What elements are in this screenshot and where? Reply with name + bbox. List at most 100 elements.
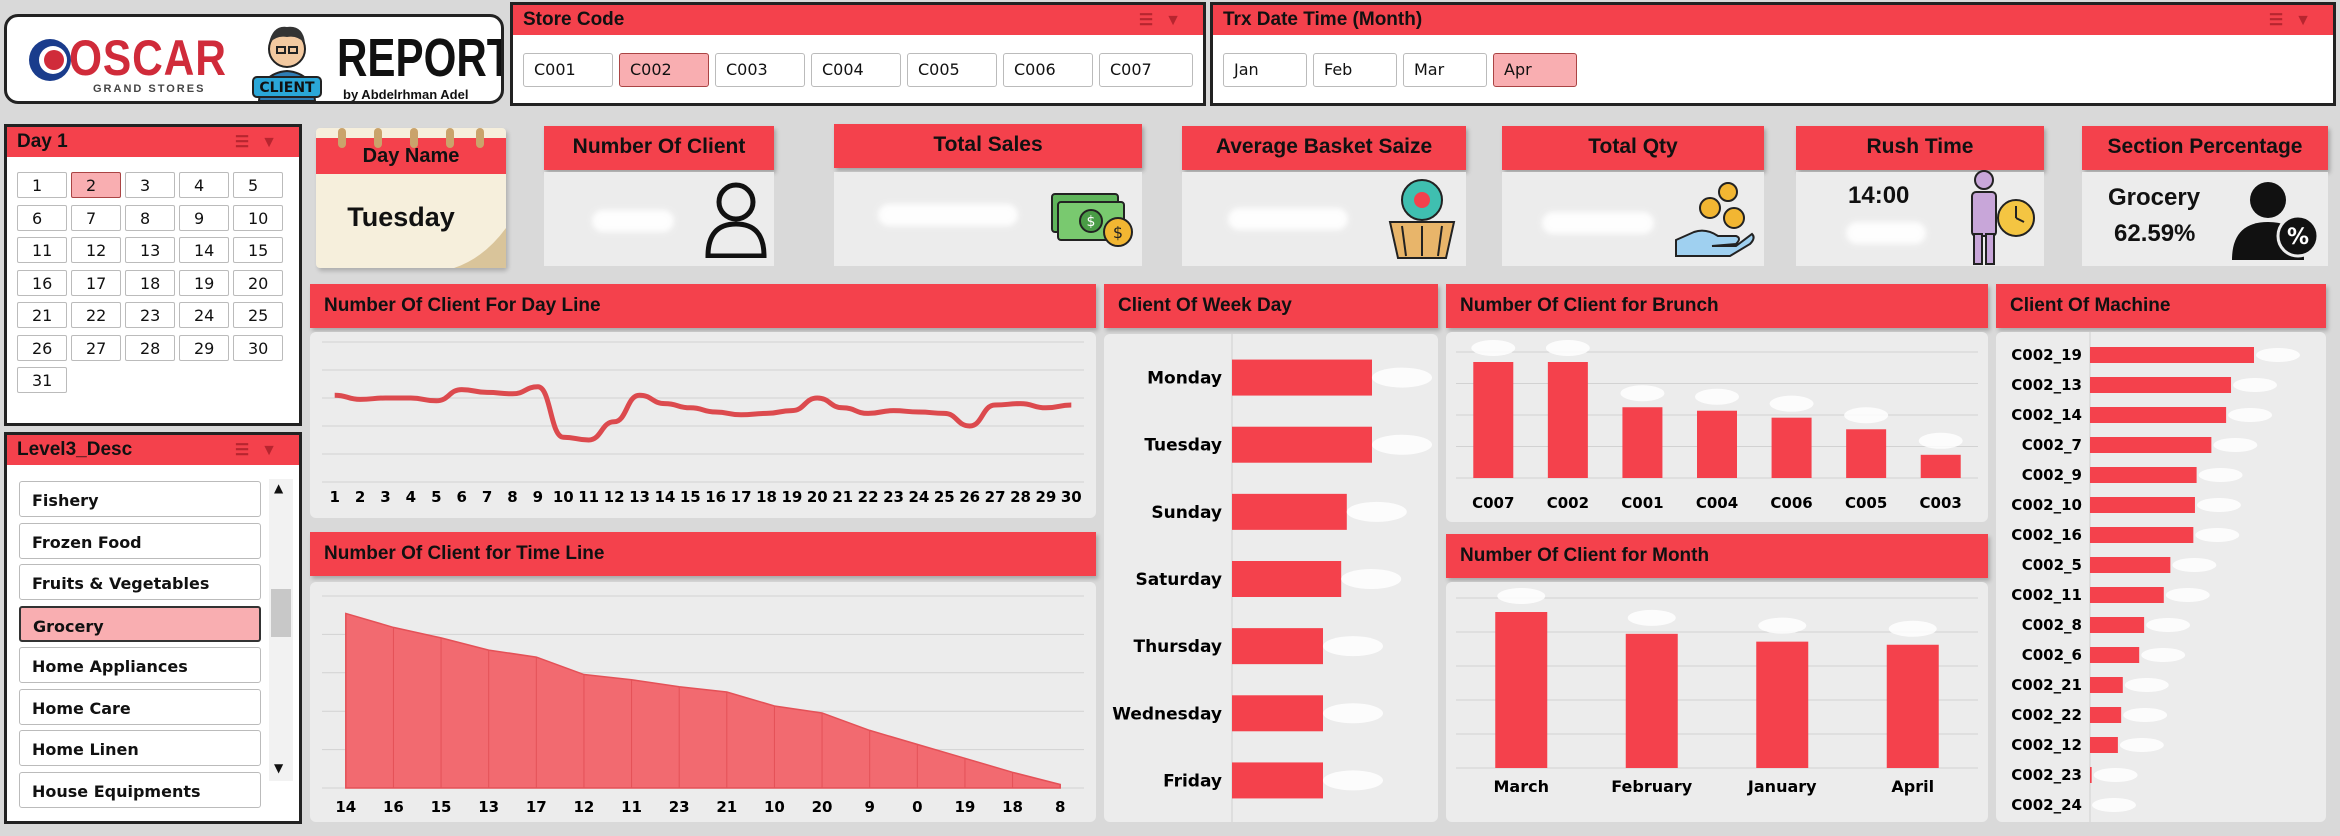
category-label: C002_23 [2011, 766, 2082, 784]
day-option[interactable]: 6 [17, 204, 67, 231]
x-tick-label: 10 [764, 798, 785, 816]
day-option[interactable]: 15 [233, 237, 283, 263]
day-option[interactable]: 17 [71, 269, 121, 296]
day-option[interactable]: 13 [125, 237, 175, 263]
day-option[interactable]: 29 [179, 334, 229, 361]
x-tick-label: 19 [955, 798, 976, 816]
day-option-selected[interactable]: 2 [71, 172, 121, 198]
level3-option[interactable]: Fishery [19, 481, 261, 517]
redacted-data-label [2141, 648, 2186, 662]
user-percent-icon: % [2232, 182, 2320, 260]
day-option[interactable]: 9 [179, 204, 229, 231]
trx-month-option[interactable]: Jan [1223, 53, 1307, 87]
store-code-option[interactable]: C003 [715, 53, 805, 87]
bar [2090, 467, 2197, 483]
category-label: Monday [1147, 369, 1222, 389]
level3-scrollbar[interactable]: ▲ ▼ [269, 479, 293, 781]
multi-select-icon[interactable]: ☰ [2268, 12, 2296, 29]
level3-option[interactable]: Frozen Food [19, 522, 261, 559]
day-option[interactable]: 26 [17, 334, 67, 361]
day-option[interactable]: 4 [179, 172, 229, 198]
redacted-data-label [1497, 588, 1546, 604]
store-code-title: Store Code [523, 9, 625, 30]
machine-chart: C002_19 C002_13 C002_14 C002_7 C002_9 C002_10… [2011, 332, 2300, 822]
category-label: April [1891, 777, 1934, 796]
redacted-data-label [1341, 569, 1402, 589]
multi-select-icon[interactable]: ☰ [234, 134, 262, 151]
category-label: C002_9 [2022, 466, 2082, 484]
day-option[interactable]: 28 [125, 334, 175, 361]
trx-month-option-selected[interactable]: Apr [1493, 53, 1577, 87]
store-code-option[interactable]: C001 [523, 53, 613, 87]
redacted-data-label [2198, 468, 2243, 482]
day-option[interactable]: 3 [125, 172, 175, 198]
machine-panel-title: Client Of Machine [1996, 284, 2326, 328]
clear-filter-icon[interactable]: ▼ [2295, 12, 2323, 29]
day-option[interactable]: 24 [179, 302, 229, 328]
total-sales-card: $ $ [834, 172, 1142, 266]
day-option[interactable]: 11 [17, 237, 67, 263]
day-option[interactable]: 18 [125, 269, 175, 296]
day-option[interactable]: 25 [233, 302, 283, 328]
scroll-up-icon[interactable]: ▲ [274, 481, 284, 495]
day-option[interactable]: 14 [179, 237, 229, 263]
clear-filter-icon[interactable]: ▼ [261, 134, 289, 151]
oscar-logo: OSCAR GRAND STORES CLIENT REPORT by Abde… [4, 14, 504, 104]
store-code-option-selected[interactable]: C002 [619, 53, 709, 87]
day-option[interactable]: 7 [71, 204, 121, 231]
x-tick-label: 25 [934, 488, 955, 506]
x-tick-label: 11 [578, 488, 599, 506]
day-option[interactable]: 27 [71, 334, 121, 361]
day-option[interactable]: 20 [233, 269, 283, 296]
level3-option[interactable]: Home Appliances [19, 647, 261, 683]
logo-report-text: REPORT [337, 28, 504, 88]
day-option[interactable]: 23 [125, 302, 175, 328]
category-label: C002 [1547, 494, 1589, 512]
level3-option[interactable]: House Equipments [19, 771, 261, 808]
level3-option[interactable]: Fruits & Vegetables [19, 564, 261, 600]
store-code-option[interactable]: C005 [907, 53, 997, 87]
day-option[interactable]: 5 [233, 172, 283, 198]
day-option[interactable]: 22 [71, 302, 121, 328]
series-line [334, 384, 1072, 443]
level3-option-selected[interactable]: Grocery [19, 605, 261, 642]
redacted-data-label [2195, 528, 2240, 542]
bar [1473, 362, 1514, 478]
category-label: Wednesday [1112, 704, 1222, 724]
store-code-option[interactable]: C004 [811, 53, 901, 87]
day-option[interactable]: 12 [71, 237, 121, 263]
scrollbar-thumb[interactable] [271, 589, 291, 637]
day-option[interactable]: 16 [17, 269, 67, 296]
clear-filter-icon[interactable]: ▼ [261, 442, 289, 459]
day-option[interactable]: 19 [179, 269, 229, 296]
day-option[interactable]: 31 [17, 367, 67, 393]
multi-select-icon[interactable]: ☰ [234, 442, 262, 459]
number-of-client-title: Number Of Client [544, 126, 774, 170]
level3-option[interactable]: Home Care [19, 688, 261, 725]
day-option[interactable]: 10 [233, 204, 283, 231]
clear-filter-icon[interactable]: ▼ [1165, 12, 1193, 29]
scroll-down-icon[interactable]: ▼ [274, 761, 284, 775]
level3-option[interactable]: Home Linen [19, 730, 261, 766]
day-name-card: Day Name Tuesday [316, 128, 506, 268]
day-option[interactable]: 21 [17, 302, 67, 328]
day-option[interactable]: 30 [233, 334, 283, 361]
day-option[interactable]: 1 [17, 172, 67, 198]
trx-month-option[interactable]: Feb [1313, 53, 1397, 87]
trx-month-option[interactable]: Mar [1403, 53, 1487, 87]
x-tick-label: 8 [507, 488, 517, 506]
redacted-data-label [2165, 588, 2210, 602]
redacted-data-label [1346, 501, 1407, 522]
bar [1920, 454, 1961, 478]
store-code-option[interactable]: C006 [1003, 53, 1093, 87]
month-chart: March February January April [1456, 588, 1978, 796]
calendar-ring-icon [338, 128, 346, 148]
x-tick-label: 10 [553, 488, 574, 506]
day-option[interactable]: 8 [125, 204, 175, 231]
multi-select-icon[interactable]: ☰ [1138, 12, 1166, 29]
day-slicer-title: Day 1 [17, 131, 68, 152]
svg-text:$: $ [1113, 223, 1123, 242]
redacted-data-label [1695, 388, 1739, 405]
store-code-option[interactable]: C007 [1099, 53, 1193, 87]
calendar-ring-icon [410, 128, 418, 148]
